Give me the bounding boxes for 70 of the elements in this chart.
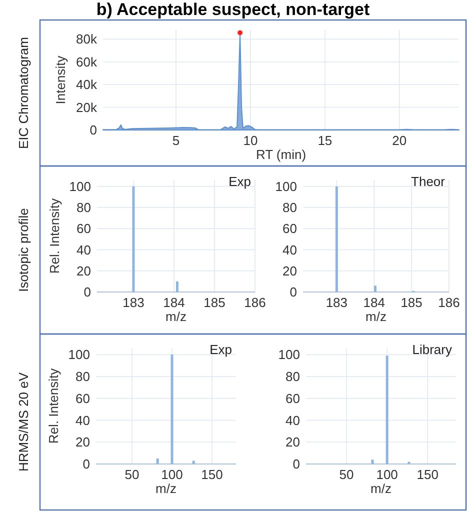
y-tick-label: 100 (68, 347, 90, 362)
y-axis-title: Rel. Intensity (46, 368, 61, 444)
y-axis-title: Intensity (53, 55, 68, 104)
x-tick-label: 150 (416, 467, 438, 482)
annotation: Library (412, 342, 452, 357)
x-tick-label: 15 (318, 133, 332, 148)
y-tick-label: 0 (82, 456, 90, 472)
bar (156, 458, 159, 464)
annotation: Theor (411, 174, 446, 189)
x-tick-label: 183 (122, 295, 144, 310)
y-tick-label: 60 (286, 390, 300, 406)
y-tick-label: 20 (76, 434, 90, 450)
y-tick-label: 20 (282, 263, 297, 278)
y-tick-label: 0 (90, 122, 97, 138)
x-axis-title: m/z (156, 481, 176, 496)
x-tick-label: 10 (243, 133, 258, 148)
y-tick-label: 80 (76, 200, 91, 216)
y-tick-label: 40 (76, 412, 90, 428)
text: Isotopic profile (16, 208, 31, 292)
x-tick-label: 183 (326, 295, 348, 310)
x-tick-label: 20 (392, 133, 407, 148)
x-tick-label: 186 (438, 295, 460, 310)
x-axis-title: RT (min) (256, 147, 306, 162)
y-axis-title: Rel. Intensity (47, 198, 62, 274)
y-tick-label: 80 (76, 369, 90, 384)
y-tick-label: 40 (286, 412, 300, 428)
bar (371, 460, 374, 464)
x-axis-title: m/z (370, 481, 392, 496)
x-tick-label: 184 (163, 295, 185, 310)
x-tick-label: 185 (204, 295, 226, 310)
y-tick-label: 20 (286, 434, 300, 450)
y-tick-label: 100 (69, 178, 91, 194)
x-tick-label: 184 (363, 295, 385, 310)
x-axis-title: m/z (366, 309, 386, 324)
y-tick-label: 80 (286, 369, 300, 384)
bar (386, 356, 388, 464)
bar (192, 460, 195, 464)
y-tick-label: 0 (84, 284, 91, 300)
bar (374, 286, 376, 292)
y-tick-label: 80k (76, 32, 98, 47)
y-tick-label: 20 (76, 263, 91, 278)
x-tick-label: 100 (376, 467, 398, 482)
y-tick-label: 80 (282, 200, 297, 216)
y-tick-label: 0 (292, 456, 300, 472)
y-tick-label: 100 (278, 347, 300, 362)
y-tick-label: 60k (76, 54, 98, 70)
y-tick-label: 20k (76, 100, 98, 115)
y-tick-label: 60 (76, 221, 91, 236)
y-tick-label: 40k (76, 77, 98, 92)
y-tick-label: 40 (76, 242, 91, 258)
text: EIC Chromatogram (16, 37, 31, 149)
y-tick-label: 60 (76, 390, 90, 406)
y-tick-label: 40 (282, 242, 297, 258)
x-tick-label: 185 (400, 295, 422, 310)
annotation: Exp (210, 342, 232, 357)
y-tick-label: 0 (290, 284, 297, 300)
x-tick-label: 150 (201, 467, 223, 482)
y-tick-label: 60 (282, 221, 297, 236)
x-axis-title: m/z (166, 309, 186, 324)
x-tick-label: 50 (339, 467, 354, 482)
annotation: Exp (228, 174, 251, 189)
y-tick-label: 100 (275, 178, 297, 194)
text: HRMS/MS 20 eV (16, 372, 31, 472)
chart-title: b) Acceptable suspect, non-target (96, 0, 370, 19)
bar (335, 186, 338, 292)
x-tick-label: 5 (172, 133, 180, 148)
x-tick-label: 186 (244, 295, 266, 310)
bar (170, 354, 174, 464)
x-tick-label: 100 (161, 467, 183, 482)
x-tick-label: 50 (124, 467, 140, 482)
